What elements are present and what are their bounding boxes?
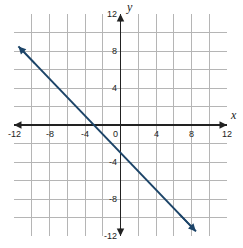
svg-text:12: 12 (222, 129, 232, 139)
svg-text:y: y (126, 0, 133, 14)
svg-text:-8: -8 (46, 129, 54, 139)
svg-text:-4: -4 (109, 157, 117, 167)
svg-text:-12: -12 (8, 129, 21, 139)
svg-text:-8: -8 (109, 194, 117, 204)
svg-text:4: 4 (154, 129, 159, 139)
svg-text:-4: -4 (81, 129, 89, 139)
svg-text:12: 12 (107, 9, 117, 19)
svg-text:-12: -12 (104, 231, 117, 241)
svg-text:8: 8 (112, 46, 117, 56)
svg-text:x: x (230, 108, 237, 122)
svg-text:0: 0 (113, 129, 118, 139)
svg-text:4: 4 (112, 83, 117, 93)
svg-text:8: 8 (189, 129, 194, 139)
